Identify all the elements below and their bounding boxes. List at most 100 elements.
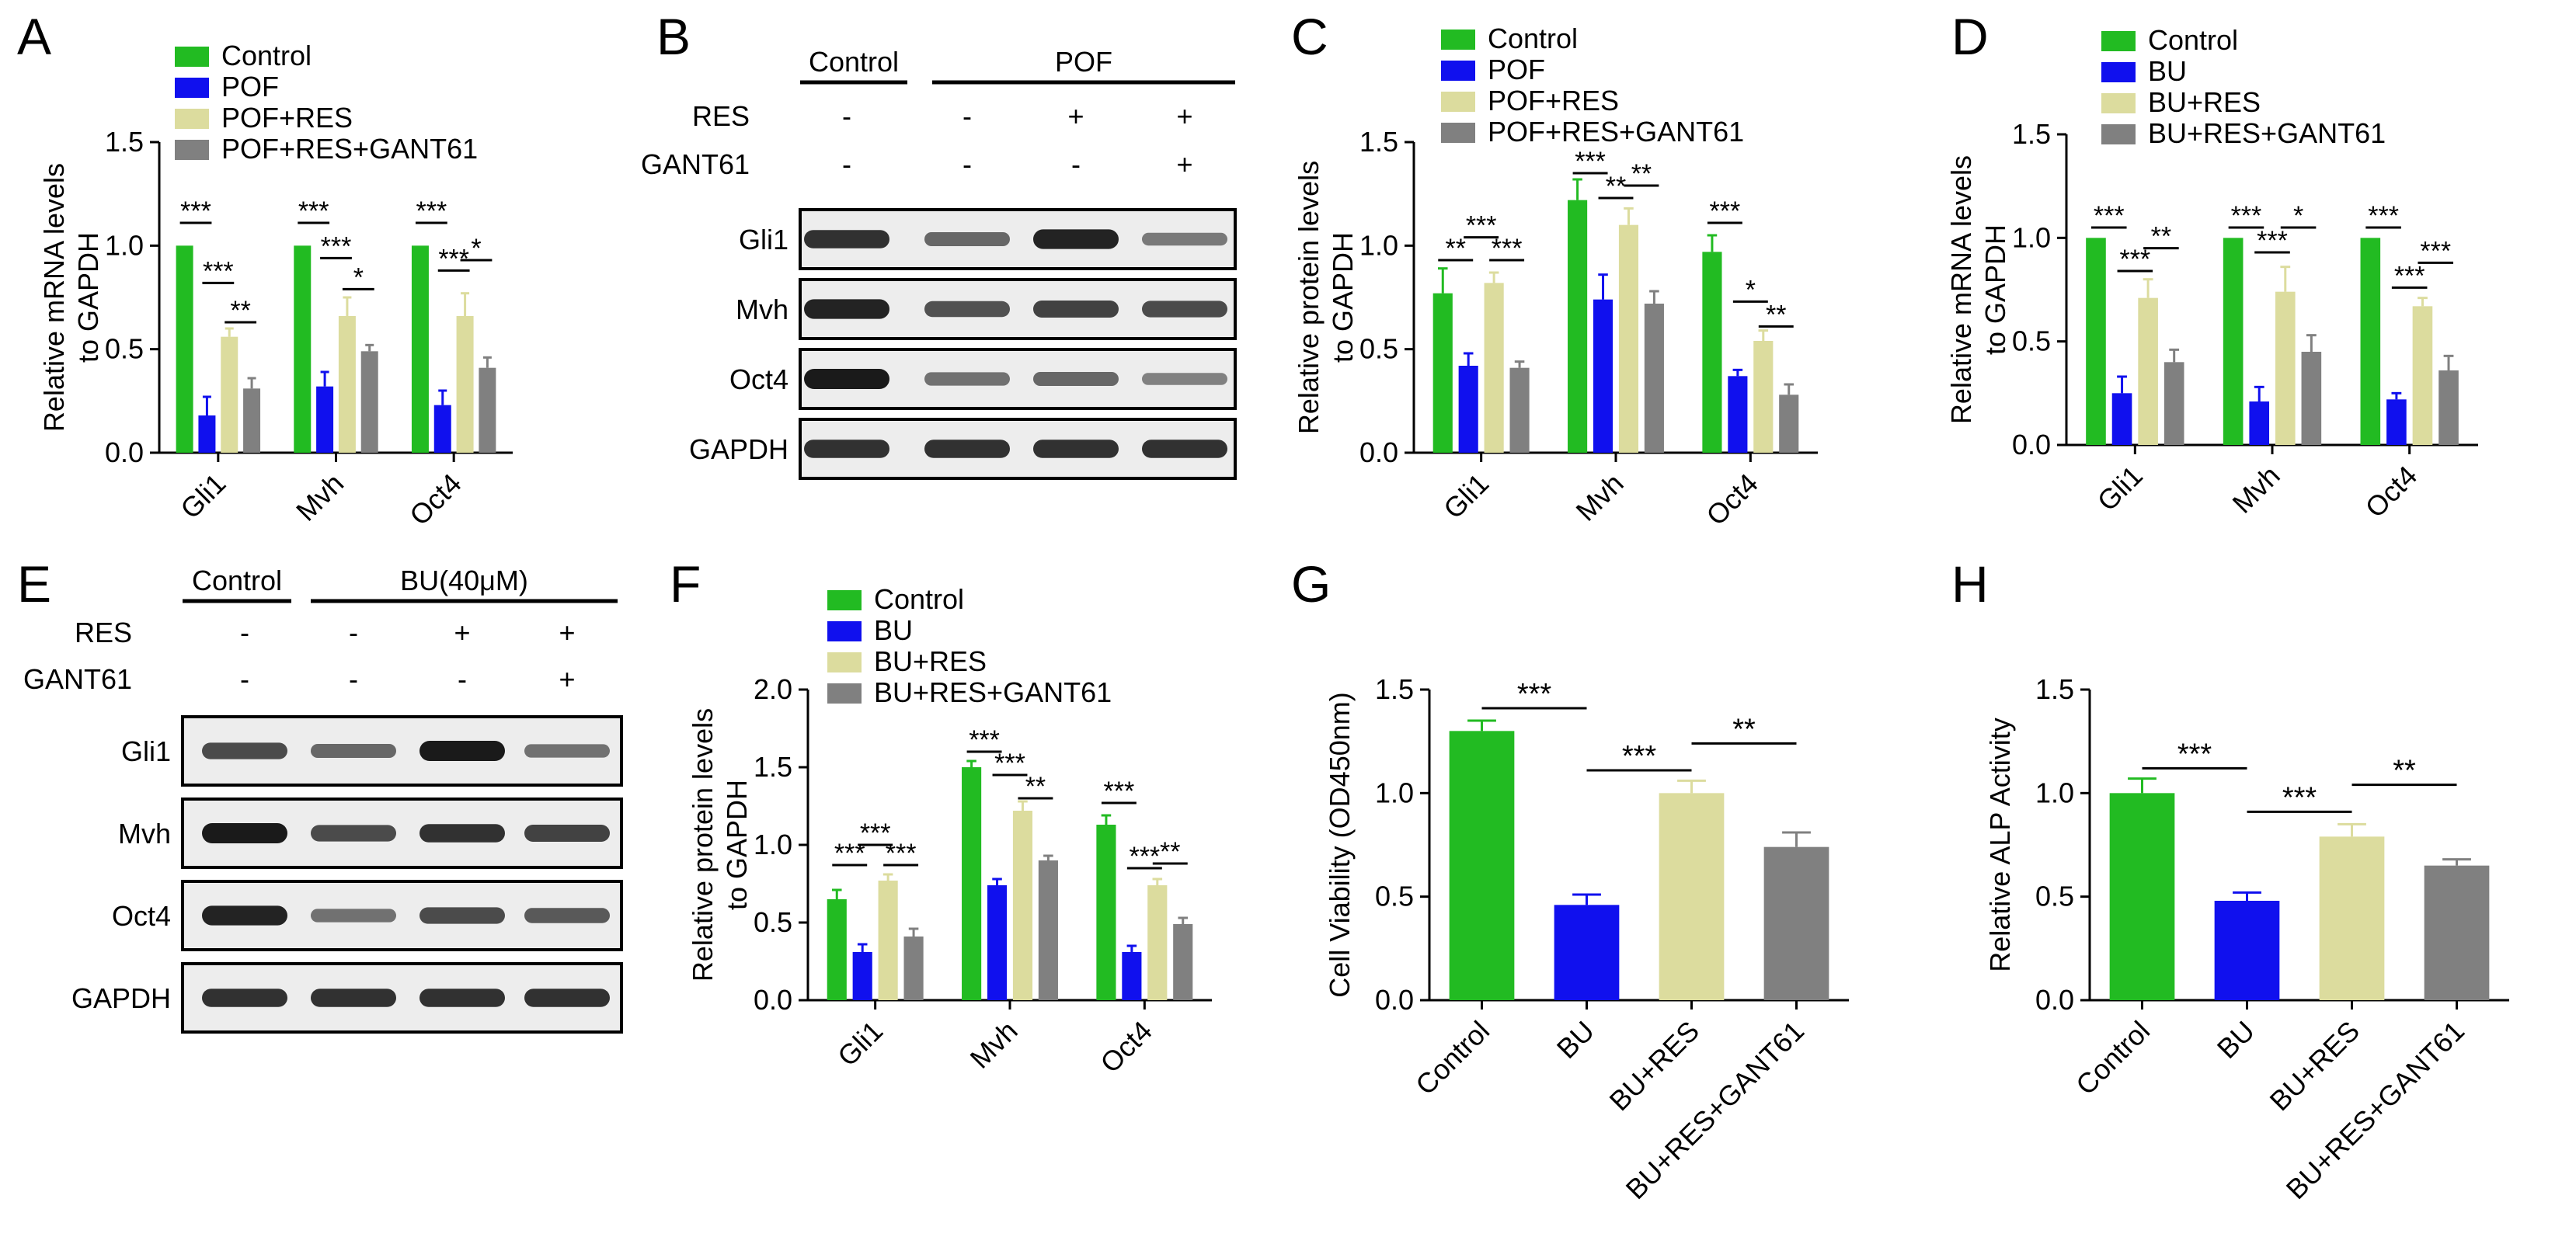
blot-band-e xyxy=(311,909,396,923)
bar-h xyxy=(2214,901,2280,1000)
blot-band-e xyxy=(419,907,505,924)
legend-label-c: POF+RES+GANT61 xyxy=(1488,116,1744,148)
y-axis-label-a: Relative mRNA levelsto GAPDH xyxy=(38,163,104,432)
treatment-mark-b: - xyxy=(963,100,972,132)
x-tick-label-g: BU+RES xyxy=(1603,1015,1706,1117)
y-axis-label-g: Cell Viability (OD450nm) xyxy=(1324,692,1356,997)
x-tick-label-h: BU xyxy=(2211,1015,2261,1065)
blot-row-label-b: Mvh xyxy=(736,294,788,325)
blot-band-e xyxy=(419,824,505,843)
bar-c xyxy=(1593,299,1613,453)
bar-a xyxy=(479,367,496,453)
significance-label-a: *** xyxy=(180,196,211,226)
bar-c xyxy=(1484,283,1504,453)
y-axis-label-line-g: Cell Viability (OD450nm) xyxy=(1324,692,1356,997)
legend-swatch-d xyxy=(2101,31,2136,51)
group-label-control-e: Control xyxy=(192,565,282,596)
panel-c: C 0.0 0.5 1.0 1.5 Relative protein levelsto G… xyxy=(1274,0,1864,544)
blot-band-b xyxy=(924,301,1010,318)
significance-label-c: ** xyxy=(1766,300,1786,329)
legend-label-d: BU+RES xyxy=(2148,86,2261,118)
bar-g xyxy=(1763,846,1829,1000)
bar-c xyxy=(1568,200,1588,453)
significance-label-a: *** xyxy=(416,196,447,226)
bar-c xyxy=(1432,293,1453,453)
significance-label-f: *** xyxy=(886,839,917,868)
bar-h xyxy=(2424,865,2490,1000)
x-tick-label-a: Mvh xyxy=(290,467,350,527)
legend-swatch-c xyxy=(1441,61,1475,81)
blot-band-e xyxy=(419,989,505,1007)
legend-swatch-a xyxy=(175,140,209,160)
significance-label-c: *** xyxy=(1710,196,1741,226)
significance-label-a: ** xyxy=(230,296,250,325)
bar-d xyxy=(2386,399,2407,445)
legend-label-f: Control xyxy=(874,583,964,615)
legend-swatch-c xyxy=(1441,30,1475,50)
x-tick-label-d: Oct4 xyxy=(2359,460,2424,524)
x-tick-label-h: BU+RES+GANT61 xyxy=(2280,1015,2470,1205)
legend-swatch-f xyxy=(827,621,862,641)
bar-d xyxy=(2223,238,2244,445)
significance-label-h: *** xyxy=(2177,738,2212,770)
treatment-label-b: RES xyxy=(692,100,750,132)
blot-e: E Control BU(40μM) RES - - + + GANT61 - - - + Gli1 Mvh… xyxy=(17,555,623,1034)
y-tick-label-a: 0.0 xyxy=(105,436,144,468)
bar-d xyxy=(2111,393,2132,445)
blot-band-e xyxy=(419,741,505,761)
y-axis-label-line-f: Relative protein levels xyxy=(687,708,719,982)
bar-a xyxy=(221,336,238,453)
blot-band-b xyxy=(804,230,889,248)
blot-band-e xyxy=(311,744,396,758)
significance-label-f: *** xyxy=(969,725,1000,755)
legend-swatch-a xyxy=(175,47,209,67)
x-tick-label-f: Oct4 xyxy=(1094,1015,1158,1079)
legend-swatch-a xyxy=(175,78,209,98)
bar-a xyxy=(176,245,193,453)
blot-band-b xyxy=(924,372,1010,386)
significance-label-c: *** xyxy=(1575,147,1606,176)
y-axis-label-line-c: to GAPDH xyxy=(1327,232,1359,363)
panel-label-h: H xyxy=(1951,555,1989,613)
blot-band-b xyxy=(1033,229,1119,249)
bar-f xyxy=(1038,860,1058,1000)
x-tick-label-h: Control xyxy=(2070,1015,2156,1101)
bar-d xyxy=(2138,297,2158,445)
panel-label-g: G xyxy=(1291,555,1331,613)
bar-a xyxy=(338,316,356,453)
panel-h: H 0.0 0.5 1.0 1.5 Relative ALP Activity Contro… xyxy=(1934,547,2556,1246)
legend-swatch-d xyxy=(2101,124,2136,144)
y-tick-label-a: 1.5 xyxy=(105,126,144,158)
bar-d xyxy=(2360,238,2381,445)
bar-f xyxy=(1096,825,1116,1000)
significance-label-d: *** xyxy=(2119,245,2150,274)
blot-band-b xyxy=(1033,372,1119,386)
legend-label-f: BU+RES xyxy=(874,645,987,677)
significance-label-d: *** xyxy=(2394,261,2425,290)
y-tick-label-h: 1.0 xyxy=(2035,777,2074,808)
blot-band-e xyxy=(524,908,610,923)
significance-label-d: *** xyxy=(2231,201,2262,231)
treatment-mark-e: - xyxy=(349,617,358,648)
legend-swatch-f xyxy=(827,652,862,672)
bar-c xyxy=(1779,394,1799,453)
significance-label-c: *** xyxy=(1492,234,1523,263)
treatment-mark-e: - xyxy=(458,663,467,695)
significance-label-h: ** xyxy=(2393,755,2416,787)
y-tick-label-c: 1.5 xyxy=(1359,126,1398,158)
x-tick-label-c: Mvh xyxy=(1570,467,1630,527)
bar-c xyxy=(1509,367,1530,453)
panel-g: G 0.0 0.5 1.0 1.5 Cell Viability (OD450nm) Con… xyxy=(1274,547,1895,1246)
treatment-mark-b: - xyxy=(842,148,851,180)
blot-band-e xyxy=(524,989,610,1007)
bar-g xyxy=(1449,731,1515,1000)
blot-row-label-b: Gli1 xyxy=(739,224,788,255)
significance-label-c: ** xyxy=(1445,234,1465,263)
blot-band-e xyxy=(311,825,396,842)
blot-band-b xyxy=(1033,301,1119,318)
bar-a xyxy=(411,245,429,453)
significance-label-h: *** xyxy=(2282,781,2317,814)
y-tick-label-g: 0.5 xyxy=(1375,881,1414,912)
